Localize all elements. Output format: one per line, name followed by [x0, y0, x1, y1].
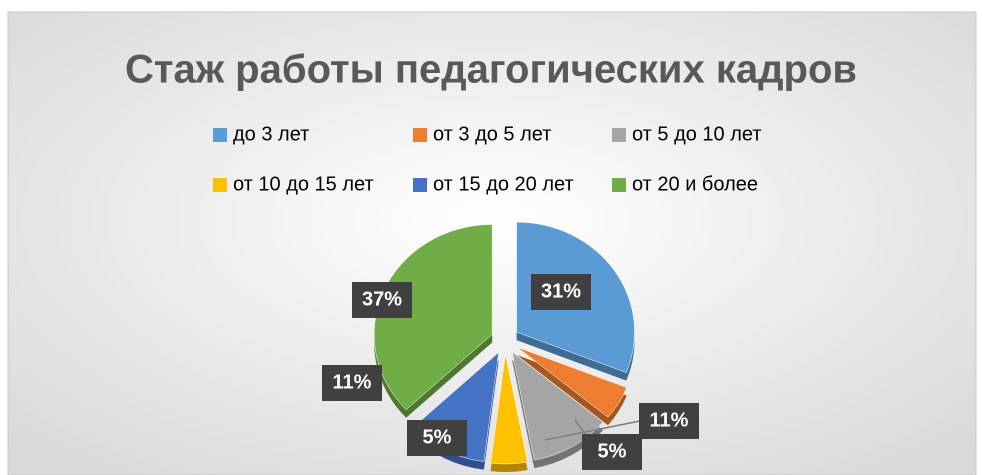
legend-label: от 3 до 5 лет	[433, 123, 551, 145]
data-label-box	[582, 434, 642, 470]
data-label-box	[531, 274, 591, 310]
data-label: 5%	[598, 440, 627, 462]
slice	[516, 346, 628, 418]
data-label: 11%	[650, 409, 689, 431]
legend-label: от 5 до 10 лет	[632, 123, 762, 145]
legend-label: от 10 до 15 лет	[233, 173, 374, 195]
legend-swatch	[413, 128, 427, 142]
leader-line	[544, 420, 641, 441]
data-label: 5%	[423, 426, 452, 448]
legend-swatch	[213, 178, 227, 192]
slice	[490, 353, 528, 465]
legend-swatch	[612, 128, 626, 142]
data-label: 31%	[541, 280, 581, 302]
chart-title: Стаж работы педагогических кадров	[125, 48, 857, 92]
legend-label: от 20 и более	[632, 173, 758, 195]
legend-swatch	[413, 178, 427, 192]
data-label-box	[352, 282, 412, 318]
data-label-box	[639, 403, 699, 439]
legend-swatch	[213, 128, 227, 142]
data-label-box	[322, 365, 382, 401]
legend-label: до 3 лет	[233, 123, 309, 145]
legend-label: от 15 до 20 лет	[433, 173, 574, 195]
legend-swatch	[612, 178, 626, 192]
data-label: 11%	[333, 371, 372, 393]
data-label: 37%	[362, 288, 402, 310]
data-label-box	[407, 420, 467, 456]
